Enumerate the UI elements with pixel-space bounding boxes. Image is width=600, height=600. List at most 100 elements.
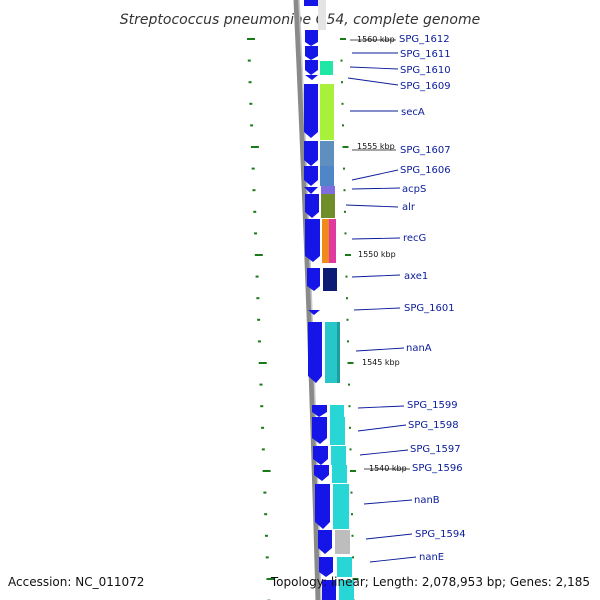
scale-label-1545: 1545 kbp: [362, 358, 400, 367]
gene-arrow-spg1612[interactable]: [305, 30, 318, 46]
scale-tick: [254, 232, 258, 235]
gene-label-axe1[interactable]: axe1: [404, 271, 428, 282]
gene-arrow-spg1596[interactable]: [314, 465, 329, 481]
cog-bar-recg-secondary[interactable]: [329, 219, 336, 263]
scale-tick: [263, 491, 267, 494]
gene-arrow-seca[interactable]: [304, 84, 318, 138]
gene-arrow-spg1606[interactable]: [304, 166, 318, 186]
scale-tick: [259, 383, 263, 386]
scale-tick: [343, 167, 345, 170]
cog-bar-spg1596[interactable]: [332, 465, 347, 483]
gene-label-spg1607[interactable]: SPG_1607: [400, 145, 451, 156]
genome-summary: Topology: linear; Length: 2,078,953 bp; …: [270, 575, 590, 589]
gene-arrow-spg1611[interactable]: [305, 46, 318, 60]
scale-tick: [350, 470, 356, 472]
gene-arrow-axe1[interactable]: [307, 268, 320, 291]
scale-tick: [255, 275, 259, 278]
gene-label-nane[interactable]: nanE: [419, 552, 444, 563]
cog-bar-spg1610[interactable]: [320, 61, 333, 75]
gene-label-spg1606[interactable]: SPG_1606: [400, 165, 451, 176]
gene-arrow-spg1609[interactable]: [305, 75, 318, 80]
scale-tick: [265, 556, 269, 559]
scale-tick: [340, 38, 346, 40]
gene-arrow-spg1594[interactable]: [318, 530, 332, 554]
gene-arrow-nana[interactable]: [308, 322, 322, 383]
scale-tick: [249, 102, 253, 105]
gene-label-spg1598[interactable]: SPG_1598: [408, 420, 459, 431]
cog-bar-nane[interactable]: [337, 557, 352, 577]
scale-tick: [352, 578, 359, 580]
scale-tick: [262, 470, 271, 472]
gene-arrow-nanb[interactable]: [315, 484, 330, 529]
scale-tick: [247, 59, 251, 62]
scale-tick: [349, 426, 351, 429]
gene-label-spg1611[interactable]: SPG_1611: [400, 49, 451, 60]
scale-tick: [340, 59, 343, 62]
gene-arrow-nane[interactable]: [319, 557, 333, 577]
cog-bar-axe1[interactable]: [323, 268, 337, 291]
gene-arrow-spg1607[interactable]: [304, 141, 318, 166]
cog-bar-spg1607[interactable]: [320, 141, 334, 166]
gene-label-nana[interactable]: nanA: [406, 343, 432, 354]
cog-bar-nanb[interactable]: [333, 484, 349, 529]
gene-arrow-recg[interactable]: [305, 219, 320, 262]
scale-ticks: [247, 38, 359, 600]
scale-tick: [343, 189, 346, 192]
gene-label-spg1597[interactable]: SPG_1597: [410, 444, 461, 455]
scale-tick: [342, 146, 349, 148]
scale-tick: [254, 254, 263, 256]
gene-label-nanb[interactable]: nanB: [414, 495, 440, 506]
cog-bar-spg1597[interactable]: [331, 446, 346, 465]
cog-bar-acps[interactable]: [321, 186, 335, 194]
cog-bar-spg1594[interactable]: [335, 530, 350, 554]
gene-label-alr[interactable]: alr: [402, 202, 416, 213]
top-partial-gene: [304, 0, 326, 30]
scale-tick: [346, 318, 349, 321]
scale-tick: [341, 102, 344, 105]
gene-label-seca[interactable]: secA: [401, 107, 425, 118]
gene-label-spg1610[interactable]: SPG_1610: [400, 65, 451, 76]
scale-tick: [352, 556, 354, 559]
gene-label-spg1609[interactable]: SPG_1609: [400, 81, 451, 92]
scale-label-1555: 1555 kbp: [357, 142, 395, 151]
scale-tick: [250, 124, 254, 127]
scale-tick: [251, 167, 255, 170]
scale-tick: [347, 340, 349, 343]
scale-tick: [252, 189, 256, 192]
cog-bars: [320, 61, 354, 600]
gene-arrow-spg1601[interactable]: [308, 310, 320, 315]
scale-tick: [341, 81, 343, 84]
gene-label-spg1599[interactable]: SPG_1599: [407, 400, 458, 411]
gene-arrow-spg1599[interactable]: [312, 405, 327, 417]
scale-tick: [345, 275, 348, 278]
scale-tick: [349, 448, 352, 451]
gene-label-acps[interactable]: acpS: [402, 184, 426, 195]
scale-label-1550: 1550 kbp: [358, 250, 396, 259]
scale-tick: [344, 210, 346, 213]
cog-bar-spg1598[interactable]: [330, 417, 345, 445]
scale-tick: [264, 534, 268, 537]
gene-arrow-alr[interactable]: [305, 194, 319, 218]
gene-arrow-spg1598[interactable]: [312, 417, 327, 444]
gene-label-spg1601[interactable]: SPG_1601: [404, 303, 455, 314]
gene-arrow-spg1610[interactable]: [305, 60, 318, 75]
scale-tick: [261, 448, 265, 451]
gene-label-spg1594[interactable]: SPG_1594: [415, 529, 466, 540]
gene-arrow-acps[interactable]: [304, 187, 318, 194]
cog-bar-nana[interactable]: [325, 322, 340, 383]
scale-tick: [351, 534, 354, 537]
gene-arrow-spg1597[interactable]: [313, 446, 328, 465]
cog-bar-recg[interactable]: [322, 219, 329, 263]
scale-tick: [256, 297, 260, 300]
scale-label-1560: 1560 kbp: [357, 35, 395, 44]
cog-bar-spg1606[interactable]: [320, 166, 334, 186]
scale-tick: [347, 362, 354, 364]
gene-label-recg[interactable]: recG: [403, 233, 426, 244]
cog-bar-alr[interactable]: [321, 194, 335, 218]
gene-label-spg1596[interactable]: SPG_1596: [412, 463, 463, 474]
cog-bar-spg1599[interactable]: [330, 405, 344, 417]
cog-bar-seca[interactable]: [320, 84, 334, 140]
gene-label-spg1612[interactable]: SPG_1612: [399, 34, 450, 45]
scale-tick: [342, 124, 344, 127]
